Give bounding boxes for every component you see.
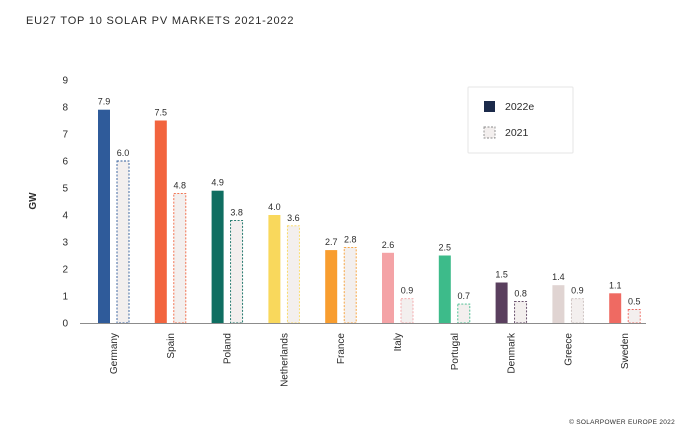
- x-tick-label: Denmark: [507, 332, 518, 374]
- bar-2021: [230, 219, 244, 324]
- y-tick-label: 7: [62, 130, 68, 141]
- y-tick-label: 2: [62, 265, 68, 276]
- bar-2022e: [438, 255, 451, 323]
- y-tick-label: 3: [62, 238, 68, 249]
- bar-2022e: [154, 120, 167, 323]
- data-label-2021: 2.8: [344, 234, 357, 244]
- data-label-2021: 6.0: [117, 148, 130, 158]
- data-label-2022e: 2.6: [382, 240, 395, 250]
- data-label-2021: 0.9: [571, 286, 584, 296]
- x-tick-label: Portugal: [450, 333, 461, 370]
- legend-label-2022e: 2022e: [505, 101, 534, 113]
- y-axis-ticks: 0 1 2 3 4 5 6 7 8 9: [62, 76, 68, 330]
- data-label-2021: 3.8: [230, 207, 243, 217]
- bar-2021: [457, 303, 471, 324]
- y-tick-label: 4: [62, 211, 68, 222]
- y-tick-label: 0: [62, 319, 68, 330]
- copyright-text: © SOLARPOWER EUROPE 2022: [569, 418, 675, 426]
- y-tick-label: 5: [62, 184, 68, 195]
- data-label-2022e: 1.4: [552, 272, 565, 282]
- x-tick-label: Germany: [109, 333, 120, 374]
- bar-2021: [286, 225, 300, 324]
- x-tick-label: France: [336, 333, 347, 365]
- data-label-2022e: 7.9: [98, 97, 111, 107]
- bar-2021: [570, 298, 584, 324]
- x-tick-label: Spain: [166, 333, 177, 359]
- bar-2021: [514, 300, 528, 324]
- y-tick-label: 9: [62, 76, 68, 87]
- x-axis-ticks: Germany Spain Poland Netherlands France Italy…: [109, 332, 631, 387]
- bar-2022e: [325, 250, 338, 323]
- bar-2022e: [609, 293, 622, 323]
- value-labels: 7.9 6.0 7.5 4.8 4.9 3.8 4.0 3.6 2.7 2.8 2.6 0.9 2.5 0…: [98, 97, 641, 307]
- data-label-2021: 3.6: [287, 213, 300, 223]
- data-label-2021: 0.7: [458, 291, 471, 301]
- legend-label-2021: 2021: [505, 127, 529, 139]
- x-tick-label: Poland: [223, 333, 234, 364]
- data-label-2022e: 4.9: [211, 178, 224, 188]
- y-axis-label: GW: [28, 192, 39, 210]
- legend-swatch-2021: [483, 126, 496, 139]
- y-tick-label: 8: [62, 103, 68, 114]
- x-tick-label: Greece: [563, 333, 574, 366]
- x-tick-label: Sweden: [620, 333, 631, 369]
- bar-2022e: [552, 285, 565, 323]
- bar-2021: [627, 309, 641, 324]
- bar-2022e: [98, 109, 110, 323]
- data-label-2021: 0.5: [628, 297, 641, 307]
- chart-title: EU27 TOP 10 SOLAR PV MARKETS 2021-2022: [26, 15, 294, 27]
- data-label-2022e: 2.5: [439, 243, 452, 253]
- data-label-2021: 0.9: [401, 286, 414, 296]
- legend: 2022e 2021: [467, 86, 574, 154]
- data-label-2022e: 4.0: [268, 202, 281, 212]
- data-label-2022e: 2.7: [325, 237, 338, 247]
- y-tick-label: 1: [62, 292, 68, 303]
- bar-2022e: [495, 282, 508, 323]
- bar-2021: [173, 192, 187, 324]
- bar-2021: [116, 160, 130, 324]
- legend-swatch-2022e: [484, 101, 495, 112]
- data-label-2021: 4.8: [174, 180, 187, 190]
- x-tick-label: Italy: [393, 333, 404, 351]
- data-label-2022e: 1.1: [609, 280, 622, 290]
- y-tick-label: 6: [62, 157, 68, 168]
- data-label-2022e: 1.5: [495, 270, 508, 280]
- data-label-2022e: 7.5: [155, 108, 168, 118]
- legend-box: [467, 86, 574, 154]
- bar-2022e: [268, 215, 281, 323]
- bars: [98, 109, 641, 324]
- bar-2021: [400, 298, 414, 324]
- data-label-2021: 0.8: [514, 288, 527, 298]
- bar-2022e: [382, 252, 394, 323]
- x-tick-label: Netherlands: [279, 333, 290, 387]
- bar-2021: [343, 246, 357, 324]
- bar-2022e: [211, 190, 224, 323]
